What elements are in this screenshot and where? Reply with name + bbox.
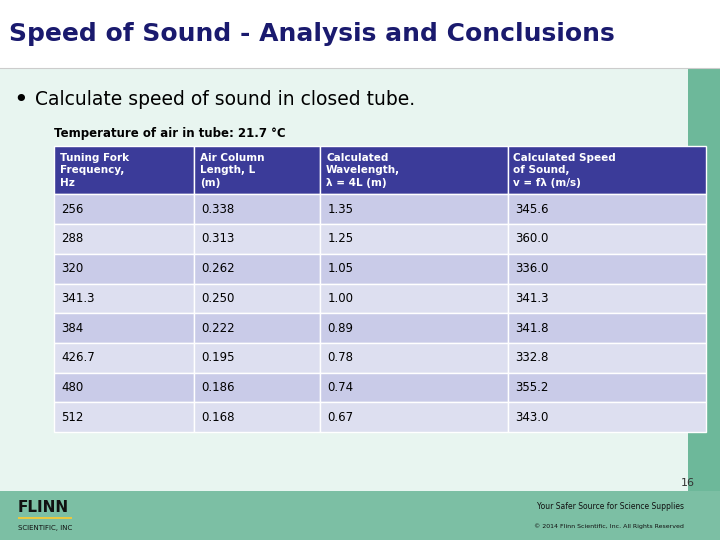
Text: Tuning Fork
Frequency,
Hz: Tuning Fork Frequency, Hz	[60, 153, 129, 187]
Text: 341.8: 341.8	[515, 321, 549, 335]
FancyBboxPatch shape	[320, 343, 508, 373]
Text: Your Safer Source for Science Supplies: Your Safer Source for Science Supplies	[537, 502, 684, 511]
Text: 426.7: 426.7	[61, 351, 95, 364]
FancyBboxPatch shape	[320, 284, 508, 313]
FancyBboxPatch shape	[688, 0, 720, 491]
FancyBboxPatch shape	[194, 373, 320, 402]
FancyBboxPatch shape	[508, 224, 706, 254]
FancyBboxPatch shape	[54, 373, 194, 402]
Text: 345.6: 345.6	[515, 202, 549, 216]
FancyBboxPatch shape	[54, 402, 194, 432]
Text: 16: 16	[681, 478, 695, 488]
Text: Air Column
Length, L
(m): Air Column Length, L (m)	[200, 153, 265, 187]
FancyBboxPatch shape	[320, 146, 508, 194]
FancyBboxPatch shape	[194, 313, 320, 343]
FancyBboxPatch shape	[194, 343, 320, 373]
Text: 1.05: 1.05	[328, 262, 354, 275]
FancyBboxPatch shape	[320, 224, 508, 254]
FancyBboxPatch shape	[54, 194, 194, 224]
FancyBboxPatch shape	[0, 491, 720, 540]
FancyBboxPatch shape	[194, 254, 320, 284]
FancyBboxPatch shape	[18, 517, 72, 519]
Text: 0.313: 0.313	[202, 232, 235, 246]
FancyBboxPatch shape	[54, 313, 194, 343]
FancyBboxPatch shape	[320, 194, 508, 224]
Text: 1.35: 1.35	[328, 202, 354, 216]
FancyBboxPatch shape	[194, 194, 320, 224]
Text: Calculate speed of sound in closed tube.: Calculate speed of sound in closed tube.	[35, 90, 415, 110]
FancyBboxPatch shape	[508, 254, 706, 284]
FancyBboxPatch shape	[54, 343, 194, 373]
Text: 1.00: 1.00	[328, 292, 354, 305]
Text: 0.262: 0.262	[202, 262, 235, 275]
Text: 0.186: 0.186	[202, 381, 235, 394]
Text: 332.8: 332.8	[515, 351, 548, 364]
Text: 341.3: 341.3	[61, 292, 95, 305]
Text: 0.195: 0.195	[202, 351, 235, 364]
Text: 480: 480	[61, 381, 84, 394]
FancyBboxPatch shape	[508, 373, 706, 402]
FancyBboxPatch shape	[194, 284, 320, 313]
FancyBboxPatch shape	[194, 146, 320, 194]
FancyBboxPatch shape	[320, 373, 508, 402]
FancyBboxPatch shape	[320, 254, 508, 284]
Text: Temperature of air in tube: 21.7 °C: Temperature of air in tube: 21.7 °C	[54, 127, 286, 140]
Text: 336.0: 336.0	[515, 262, 548, 275]
Text: 0.74: 0.74	[328, 381, 354, 394]
FancyBboxPatch shape	[194, 402, 320, 432]
Text: 0.250: 0.250	[202, 292, 235, 305]
FancyBboxPatch shape	[54, 254, 194, 284]
Text: 0.168: 0.168	[202, 410, 235, 424]
Text: 355.2: 355.2	[515, 381, 548, 394]
FancyBboxPatch shape	[508, 194, 706, 224]
Text: 384: 384	[61, 321, 84, 335]
Text: 288: 288	[61, 232, 84, 246]
Text: Calculated
Wavelength,
λ = 4L (m): Calculated Wavelength, λ = 4L (m)	[326, 153, 400, 187]
Text: 320: 320	[61, 262, 84, 275]
FancyBboxPatch shape	[320, 402, 508, 432]
FancyBboxPatch shape	[508, 146, 706, 194]
FancyBboxPatch shape	[508, 343, 706, 373]
Text: Speed of Sound - Analysis and Conclusions: Speed of Sound - Analysis and Conclusion…	[9, 22, 614, 46]
FancyBboxPatch shape	[508, 313, 706, 343]
Text: 0.89: 0.89	[328, 321, 354, 335]
Text: Calculated Speed
of Sound,
v = fλ (m/s): Calculated Speed of Sound, v = fλ (m/s)	[513, 153, 616, 187]
FancyBboxPatch shape	[0, 0, 720, 68]
Text: 0.222: 0.222	[202, 321, 235, 335]
Text: 256: 256	[61, 202, 84, 216]
Text: 512: 512	[61, 410, 84, 424]
Text: •: •	[13, 88, 27, 112]
FancyBboxPatch shape	[54, 146, 194, 194]
Text: FLINN: FLINN	[18, 500, 69, 515]
Text: 0.78: 0.78	[328, 351, 354, 364]
Text: 1.25: 1.25	[328, 232, 354, 246]
Text: © 2014 Flinn Scientific, Inc. All Rights Reserved: © 2014 Flinn Scientific, Inc. All Rights…	[534, 524, 684, 529]
Text: 341.3: 341.3	[515, 292, 549, 305]
FancyBboxPatch shape	[508, 402, 706, 432]
FancyBboxPatch shape	[54, 284, 194, 313]
FancyBboxPatch shape	[320, 313, 508, 343]
Text: 0.338: 0.338	[202, 202, 235, 216]
FancyBboxPatch shape	[54, 224, 194, 254]
Text: 343.0: 343.0	[515, 410, 548, 424]
FancyBboxPatch shape	[194, 224, 320, 254]
FancyBboxPatch shape	[508, 284, 706, 313]
Text: SCIENTIFIC, INC: SCIENTIFIC, INC	[18, 525, 72, 531]
Text: 0.67: 0.67	[328, 410, 354, 424]
Text: 360.0: 360.0	[515, 232, 548, 246]
